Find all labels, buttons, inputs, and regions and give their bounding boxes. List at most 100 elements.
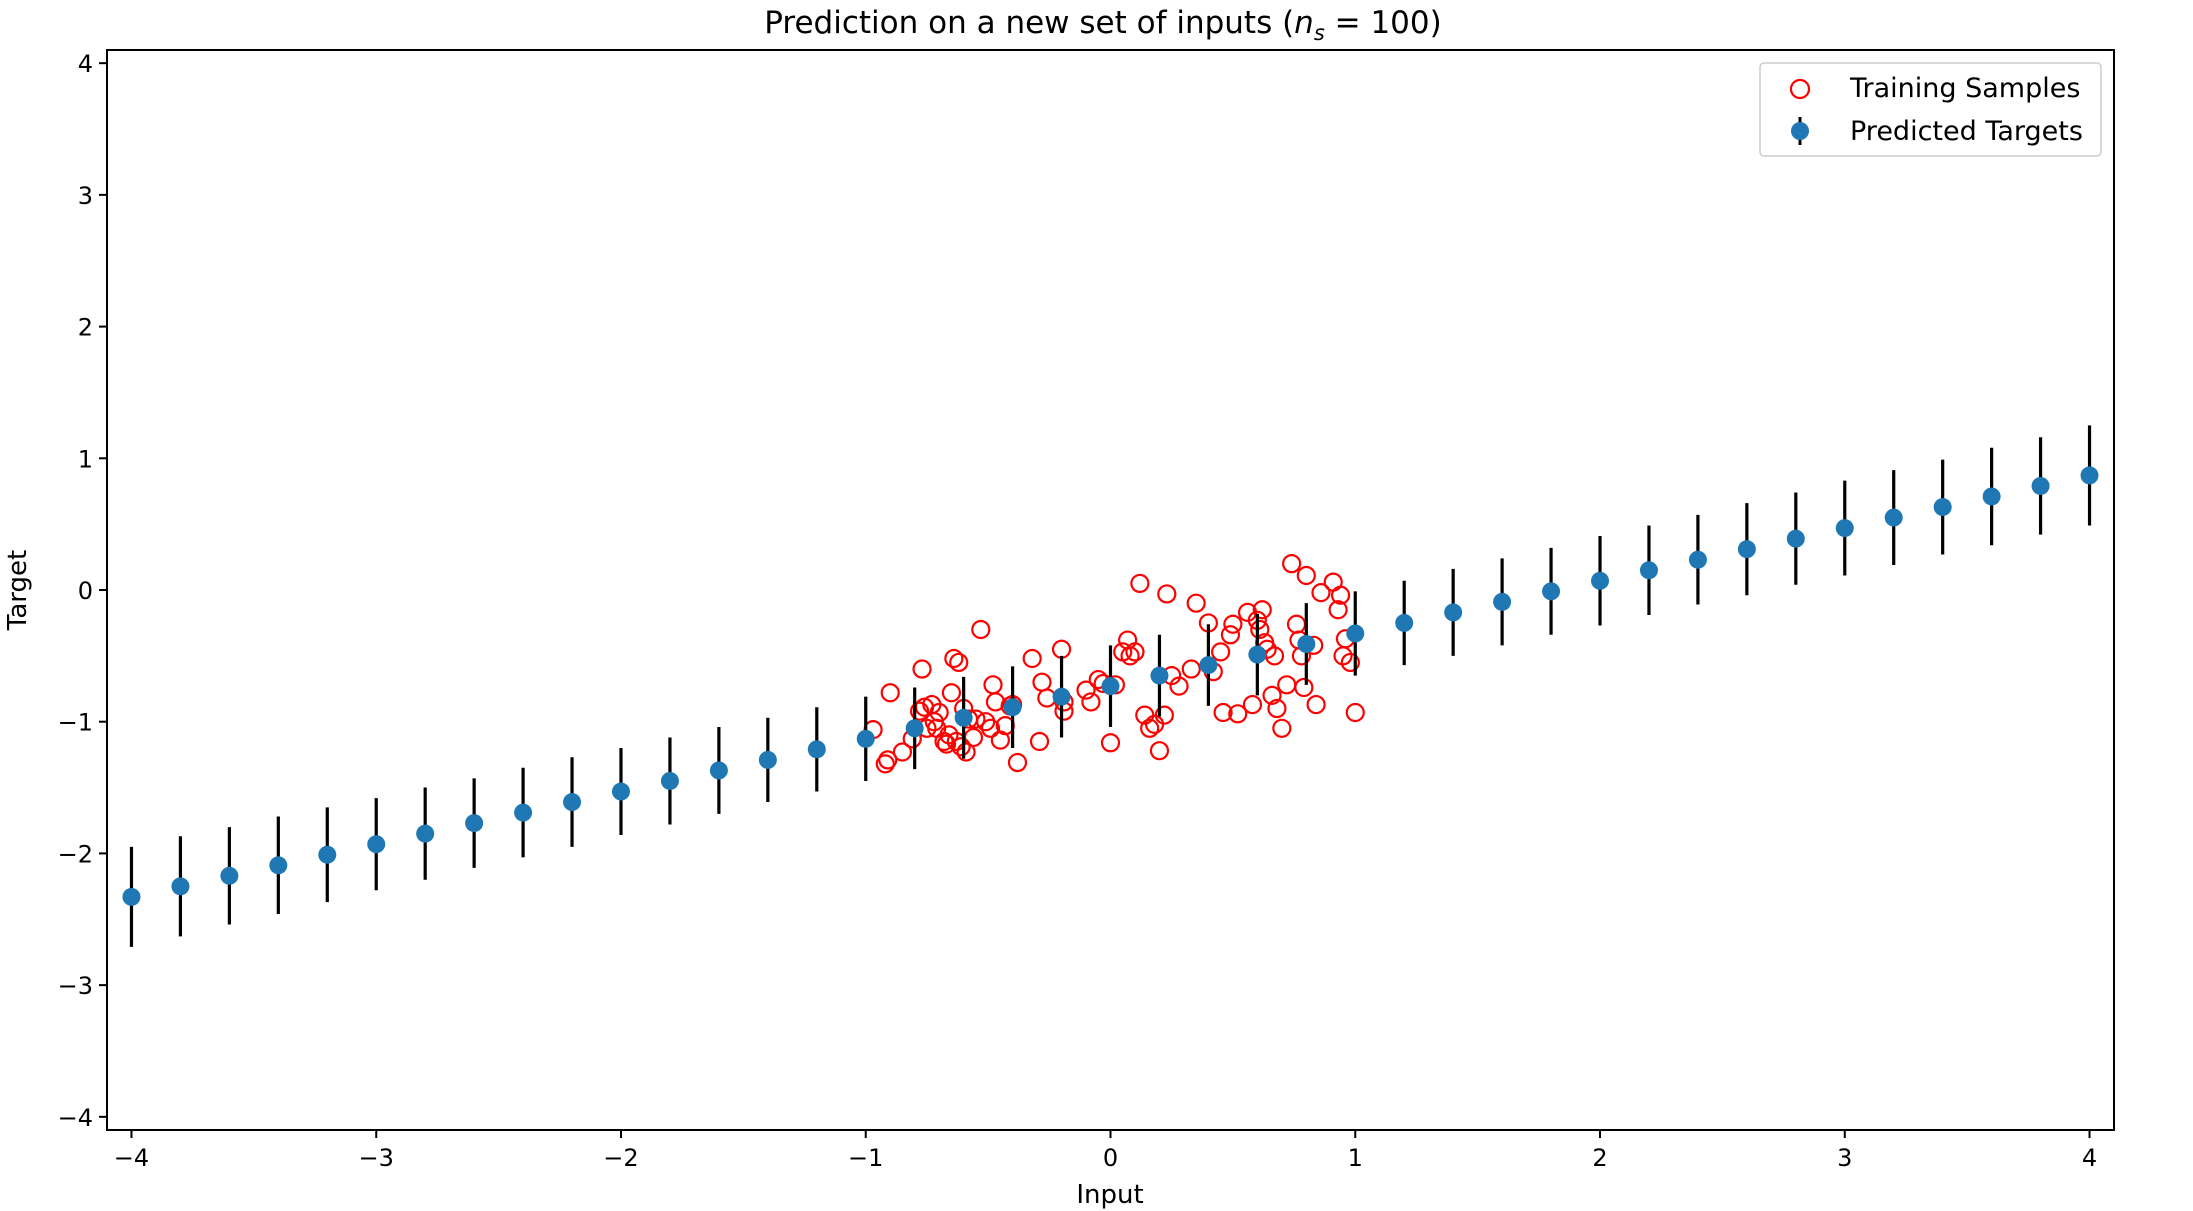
x-tick-label: −1 xyxy=(848,1144,883,1172)
legend-label-predicted-targets: Predicted Targets xyxy=(1850,116,2083,147)
training-sample-point xyxy=(1029,731,1050,752)
predicted-target-point xyxy=(171,877,190,896)
training-sample-point xyxy=(1211,642,1231,662)
training-sample-point xyxy=(1223,614,1243,634)
predicted-target-point xyxy=(1786,529,1805,548)
predicted-target-point xyxy=(122,887,141,906)
x-tick-label: 3 xyxy=(1837,1144,1852,1172)
predicted-target-point xyxy=(416,824,435,843)
training-sample-point xyxy=(1282,554,1302,574)
axis-ticks: −4 −3 −2 −1 0 1 2 3 4 −4 −3 −2 −1 0 1 2 3 4 xyxy=(58,50,2098,1172)
predicted-target-point xyxy=(367,835,386,854)
training-sample-point xyxy=(1154,705,1174,725)
predicted-target-point xyxy=(1150,666,1169,685)
predicted-target-point xyxy=(660,771,679,790)
legend-label-training-samples: Training Samples xyxy=(1849,73,2080,104)
training-sample-point xyxy=(880,683,900,703)
training-sample-point xyxy=(875,754,895,774)
training-sample-point xyxy=(1186,593,1206,613)
training-sample-point xyxy=(929,702,949,723)
predicted-target-point xyxy=(1052,687,1071,706)
predicted-target-point xyxy=(807,740,826,759)
training-sample-point xyxy=(1213,702,1233,723)
predicted-target-point xyxy=(1591,571,1610,590)
predicted-target-point xyxy=(856,729,875,748)
predicted-target-point xyxy=(1395,613,1414,632)
training-sample-point xyxy=(912,659,932,679)
training-sample-point xyxy=(1250,619,1270,640)
training-sample-point xyxy=(1267,698,1287,719)
x-tick-label: −4 xyxy=(114,1144,149,1172)
training-sample-point xyxy=(980,718,1001,738)
predicted-target-point xyxy=(1737,540,1756,559)
chart-title: Prediction on a new set of inputs (ns = … xyxy=(764,5,1441,45)
predicted-target-point xyxy=(1297,635,1316,653)
training-sample-point xyxy=(936,734,957,754)
x-tick-label: 1 xyxy=(1348,1144,1363,1172)
training-sample-point xyxy=(1130,573,1150,594)
y-tick-label: 4 xyxy=(78,50,93,78)
predicted-target-point xyxy=(1346,624,1365,643)
predicted-target-point xyxy=(269,856,288,875)
predicted-target-point xyxy=(1835,519,1854,538)
training-sample-point xyxy=(1306,694,1326,715)
x-tick-label: 2 xyxy=(1592,1144,1607,1172)
training-sample-point xyxy=(1169,676,1189,696)
x-tick-label: −3 xyxy=(359,1144,394,1172)
training-sample-point xyxy=(944,648,964,669)
training-sample-point xyxy=(1262,685,1282,705)
predicted-target-point xyxy=(709,761,728,780)
predicted-target-point xyxy=(514,803,533,822)
legend-box xyxy=(1759,62,2102,157)
training-sample-point xyxy=(1345,702,1365,723)
training-sample-point xyxy=(1157,584,1177,604)
predicted-target-point xyxy=(758,750,777,769)
legend: Training Samples Predicted Targets xyxy=(1759,62,2102,157)
training-sample-point xyxy=(949,652,969,673)
x-tick-label: 0 xyxy=(1103,1144,1118,1172)
predicted-target-point xyxy=(318,845,337,864)
training-sample-point xyxy=(951,737,971,757)
plot-frame xyxy=(106,49,2115,1131)
predicted-targets-series xyxy=(122,425,2099,947)
predicted-target-point xyxy=(1639,561,1658,580)
predicted-target-point xyxy=(1542,582,1561,601)
predicted-target-point xyxy=(1493,592,1512,611)
predicted-target-point xyxy=(905,719,924,738)
training-sample-point xyxy=(1340,652,1360,673)
training-sample-point xyxy=(1140,718,1160,738)
x-axis-label: Input xyxy=(1076,1180,1143,1210)
predicted-target-point xyxy=(1884,508,1903,527)
training-sample-point xyxy=(1181,659,1201,679)
y-tick-label: −2 xyxy=(58,840,93,868)
training-sample-point xyxy=(971,619,991,640)
predicted-target-point xyxy=(465,814,484,833)
training-sample-point xyxy=(1220,625,1241,645)
training-sample-point xyxy=(1328,600,1348,620)
y-tick-label: −3 xyxy=(58,972,93,1000)
training-sample-point xyxy=(1296,565,1316,586)
y-tick-label: 1 xyxy=(78,445,93,473)
predicted-target-point xyxy=(2080,466,2099,485)
training-sample-point xyxy=(1081,692,1101,712)
predicted-target-point xyxy=(2031,476,2050,495)
predicted-target-point xyxy=(1444,603,1463,622)
predicted-target-point xyxy=(1248,645,1267,664)
y-axis-label: Target xyxy=(3,550,33,631)
predicted-target-point xyxy=(954,708,973,727)
predicted-target-point xyxy=(1982,487,2001,506)
training-sample-point xyxy=(941,683,962,703)
y-tick-label: 3 xyxy=(78,182,93,210)
predicted-target-point xyxy=(1003,698,1022,717)
training-sample-point xyxy=(1125,642,1145,662)
legend-marker-training-samples xyxy=(1789,78,1811,100)
y-tick-label: −4 xyxy=(58,1104,93,1132)
training-sample-point xyxy=(1272,718,1292,738)
predicted-target-point xyxy=(611,782,630,801)
training-sample-point xyxy=(1022,648,1042,669)
training-sample-point xyxy=(1076,680,1096,700)
training-sample-point xyxy=(1100,733,1121,753)
training-sample-point xyxy=(1007,752,1028,773)
training-sample-point xyxy=(1294,677,1314,698)
